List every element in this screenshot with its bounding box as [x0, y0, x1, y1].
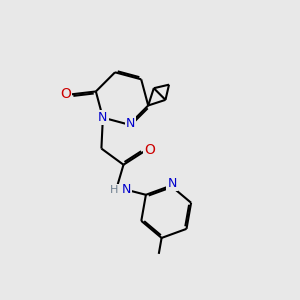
Text: N: N — [168, 177, 177, 190]
Text: N: N — [122, 183, 131, 196]
Text: O: O — [60, 87, 71, 101]
Text: N: N — [126, 117, 135, 130]
Text: O: O — [144, 143, 155, 157]
Text: H: H — [110, 185, 118, 195]
Text: N: N — [98, 111, 108, 124]
